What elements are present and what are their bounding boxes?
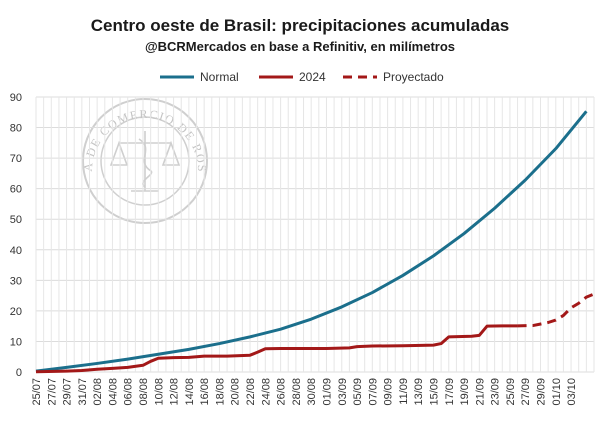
x-tick-label: 21/09 — [474, 378, 486, 406]
x-tick-label: 04/08 — [107, 378, 119, 406]
x-tick-label: 07/09 — [367, 378, 379, 406]
vertical-grid — [35, 97, 595, 372]
legend: Normal 2024 Proyectado — [160, 70, 444, 84]
x-tick-label: 29/07 — [62, 378, 74, 406]
x-tick-label: 05/09 — [352, 378, 364, 406]
chart-subtitle: @BCRMercados en base a Refinitiv, en mil… — [144, 39, 456, 54]
x-tick-label: 27/09 — [520, 378, 532, 406]
legend-label: 2024 — [299, 70, 326, 84]
x-tick-label: 28/08 — [291, 378, 303, 406]
legend-label: Normal — [200, 70, 239, 84]
x-tick-label: 03/10 — [566, 378, 578, 406]
x-tick-label: 15/09 — [428, 378, 440, 406]
chart-title: Centro oeste de Brasil: precipitaciones … — [90, 16, 510, 35]
y-axis-ticks: 0 10 20 30 40 50 60 70 80 90 — [10, 92, 22, 379]
x-tick-label: 20/08 — [230, 378, 242, 406]
x-tick-label: 14/08 — [184, 378, 196, 406]
x-tick-label: 16/08 — [199, 378, 211, 406]
horizontal-grid — [36, 96, 594, 373]
x-tick-label: 10/08 — [153, 378, 165, 406]
seal-scales-icon — [109, 131, 181, 192]
x-tick-label: 17/09 — [444, 378, 456, 406]
y-tick-label: 70 — [10, 153, 22, 165]
legend-label: Proyectado — [383, 70, 444, 84]
x-tick-label: 22/08 — [245, 378, 257, 406]
series-line-2024 — [35, 324, 518, 374]
y-tick-label: 10 — [10, 336, 22, 348]
y-tick-label: 0 — [16, 367, 22, 379]
series-line-proyectado — [517, 292, 595, 328]
y-tick-label: 90 — [10, 92, 22, 104]
x-tick-label: 24/08 — [260, 378, 272, 406]
y-tick-label: 60 — [10, 184, 22, 196]
x-tick-label: 01/09 — [321, 378, 333, 406]
x-tick-label: 19/09 — [459, 378, 471, 406]
y-tick-label: 30 — [10, 275, 22, 287]
x-tick-label: 02/08 — [92, 378, 104, 406]
x-tick-label: 25/09 — [505, 378, 517, 406]
y-tick-label: 50 — [10, 214, 22, 226]
series-line-normal — [35, 110, 588, 373]
x-tick-label: 29/09 — [535, 378, 547, 406]
series-lines — [35, 110, 595, 374]
x-tick-label: 03/09 — [337, 378, 349, 406]
x-tick-label: 26/08 — [276, 378, 288, 406]
x-tick-label: 25/07 — [31, 378, 43, 406]
x-tick-label: 08/08 — [138, 378, 150, 406]
seal-outer-ring — [82, 98, 208, 224]
x-tick-label: 27/07 — [46, 378, 58, 406]
y-tick-label: 80 — [10, 123, 22, 135]
x-tick-label: 06/08 — [123, 378, 135, 406]
x-tick-label: 12/08 — [169, 378, 181, 406]
x-tick-label: 11/09 — [398, 378, 410, 405]
y-tick-label: 40 — [10, 245, 22, 257]
x-tick-label: 23/09 — [490, 378, 502, 406]
x-tick-label: 18/08 — [214, 378, 226, 406]
x-tick-label: 01/10 — [551, 378, 563, 406]
x-tick-label: 13/09 — [413, 378, 425, 406]
x-tick-label: 09/09 — [383, 378, 395, 406]
x-tick-label: 30/08 — [306, 378, 318, 406]
x-tick-label: 31/07 — [77, 378, 89, 406]
x-axis-ticks: 25/07 27/07 29/07 31/07 02/08 04/08 06/08 08/08… — [31, 378, 578, 406]
y-tick-label: 20 — [10, 306, 22, 318]
